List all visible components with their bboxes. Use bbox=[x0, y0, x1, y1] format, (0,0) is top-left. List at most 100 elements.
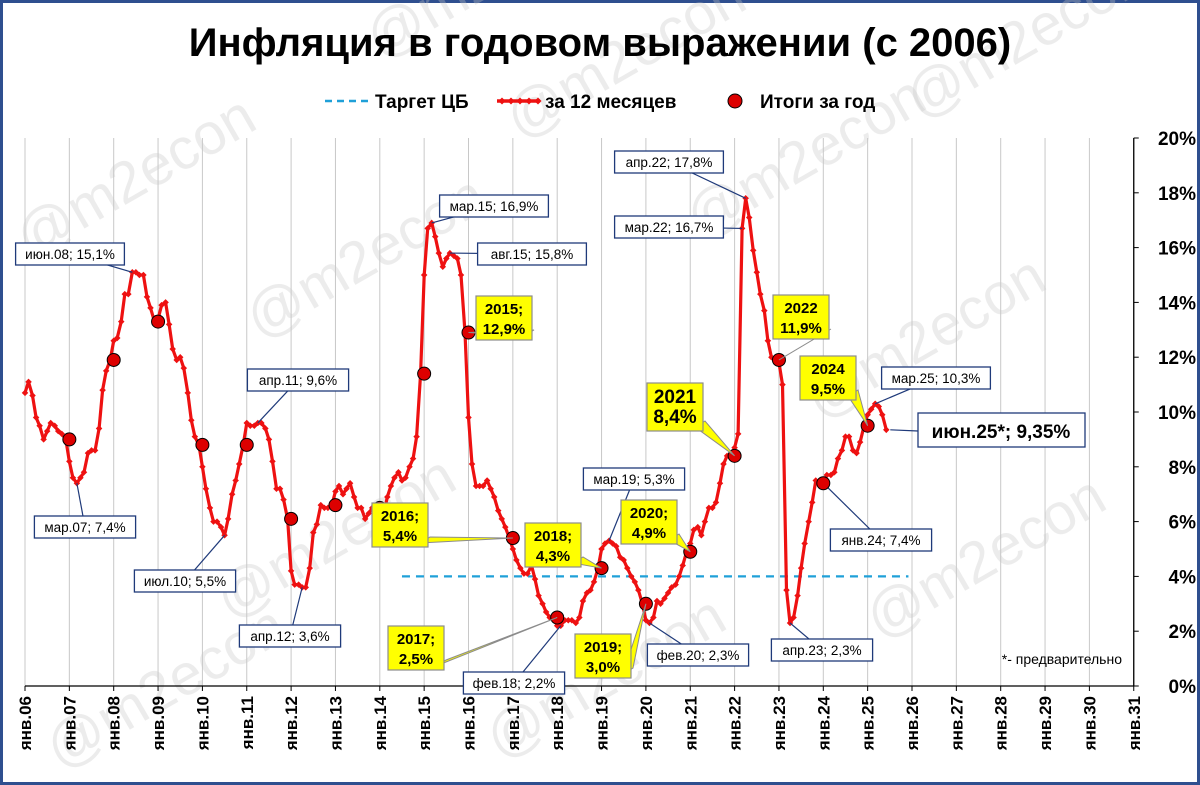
legend-label-monthly: за 12 месяцев bbox=[545, 92, 676, 113]
monthly-point bbox=[402, 474, 409, 482]
yearly-point bbox=[151, 314, 166, 329]
monthly-point bbox=[672, 581, 679, 588]
watermark-text: @m2econ bbox=[854, 462, 1116, 651]
monthly-point bbox=[801, 540, 808, 547]
monthly-point bbox=[228, 490, 236, 498]
monthly-point bbox=[797, 564, 805, 572]
x-tick-label: янв.21 bbox=[681, 696, 700, 751]
yearly-point bbox=[62, 432, 77, 447]
x-tick-label: янв.16 bbox=[460, 696, 479, 751]
monthly-point bbox=[269, 458, 276, 465]
monthly-point bbox=[679, 562, 686, 569]
yellow-callout-year: 2021 bbox=[654, 387, 697, 408]
x-tick-label: янв.25 bbox=[859, 696, 878, 751]
monthly-point bbox=[387, 482, 395, 490]
monthly-point bbox=[129, 269, 136, 276]
monthly-point bbox=[99, 386, 106, 394]
monthly-point bbox=[354, 504, 361, 512]
monthly-point bbox=[332, 488, 339, 495]
yellow-callout-value: 8,4% bbox=[653, 407, 696, 428]
monthly-point bbox=[590, 578, 598, 586]
yearly-point bbox=[284, 511, 299, 526]
annotation-label: авг.15; 15,8% bbox=[491, 247, 574, 262]
annotation-box bbox=[14, 242, 126, 266]
x-tick-label: янв.23 bbox=[770, 696, 789, 751]
annotation-callout: мар.07; 7,4% bbox=[33, 483, 137, 539]
yearly-point bbox=[417, 366, 432, 381]
annotation-label: апр.22; 17,8% bbox=[626, 155, 713, 170]
yellow-callout: 2022 11,9% bbox=[772, 294, 832, 361]
annotation-box bbox=[33, 515, 137, 539]
x-tick-label: янв.22 bbox=[726, 696, 745, 751]
monthly-point bbox=[498, 515, 506, 523]
annotation-label: янв.24; 7,4% bbox=[842, 533, 921, 548]
yellow-callout-box bbox=[772, 294, 830, 340]
monthly-point bbox=[661, 595, 668, 602]
annotation-label: июн.08; 15,1% bbox=[25, 247, 115, 262]
monthly-point bbox=[346, 479, 354, 487]
monthly-point bbox=[184, 389, 192, 397]
y-tick-label: 0% bbox=[1169, 677, 1197, 698]
x-tick-label: янв.13 bbox=[326, 696, 345, 751]
monthly-point bbox=[867, 406, 875, 413]
annotation-box bbox=[582, 467, 686, 491]
yellow-callout-value: 5,4% bbox=[383, 528, 417, 545]
yellow-callout: 2024 9,5% bbox=[799, 355, 869, 426]
monthly-point bbox=[158, 301, 165, 309]
legend-label-target: Таргет ЦБ bbox=[375, 92, 469, 113]
yellow-callout-year: 2022 bbox=[784, 300, 817, 317]
monthly-point bbox=[439, 263, 447, 271]
monthly-point bbox=[321, 504, 328, 512]
monthly-point bbox=[191, 433, 199, 440]
monthly-point bbox=[838, 447, 846, 454]
monthly-point bbox=[102, 367, 110, 375]
monthly-point bbox=[701, 518, 709, 525]
monthly-point bbox=[291, 581, 298, 588]
yearly-point bbox=[816, 476, 831, 491]
monthly-point bbox=[879, 411, 886, 418]
monthly-point bbox=[490, 493, 498, 501]
x-tick-label: янв.10 bbox=[193, 696, 212, 751]
monthly-point bbox=[779, 381, 786, 388]
monthly-point bbox=[457, 271, 465, 279]
y-tick-label: 2% bbox=[1169, 622, 1197, 643]
monthly-point bbox=[176, 353, 184, 361]
monthly-point bbox=[468, 460, 476, 468]
monthly-point bbox=[302, 584, 309, 591]
monthly-point bbox=[413, 433, 420, 440]
monthly-point bbox=[454, 255, 461, 262]
yellow-callout-year: 2024 bbox=[811, 361, 845, 378]
monthly-point bbox=[361, 515, 369, 523]
monthly-point bbox=[280, 496, 287, 503]
monthly-point bbox=[443, 255, 450, 262]
monthly-point bbox=[287, 567, 295, 575]
yearly-point bbox=[195, 437, 210, 452]
monthly-point bbox=[831, 469, 838, 476]
monthly-point bbox=[757, 290, 764, 298]
annotation-callout: июл.10; 5,5% bbox=[133, 534, 237, 593]
monthly-point bbox=[745, 214, 753, 221]
monthly-point bbox=[635, 586, 642, 594]
annotations-yellow: 2015;12,9%2016;5,4%2017;2,5%2018;4,3%201… bbox=[371, 294, 869, 679]
monthly-point bbox=[601, 540, 609, 547]
monthly-point bbox=[761, 307, 768, 314]
annotation-box bbox=[476, 242, 588, 266]
y-tick-label: 4% bbox=[1169, 567, 1197, 588]
latest-leader bbox=[890, 429, 919, 432]
monthly-point bbox=[350, 493, 358, 501]
monthly-point bbox=[883, 426, 890, 434]
x-tick-label: янв.14 bbox=[371, 695, 390, 751]
annotations-blue: мар.07; 7,4% июн.08; 15,1% июл.10; 5,5% апр… bbox=[14, 150, 992, 695]
monthly-point bbox=[749, 247, 757, 254]
monthly-point bbox=[509, 545, 517, 553]
yellow-callout: 2018; 4,3% bbox=[524, 522, 602, 569]
legend-label-yearly: Итоги за год bbox=[760, 92, 875, 113]
annotation-callout: мар.25; 10,3% bbox=[874, 366, 992, 405]
monthly-point bbox=[435, 249, 443, 257]
monthly-point bbox=[650, 614, 657, 621]
monthly-point bbox=[431, 233, 439, 240]
annotation-label: мар.22; 16,7% bbox=[625, 220, 714, 235]
annotation-label: мар.07; 7,4% bbox=[44, 520, 125, 535]
x-tick-label: янв.28 bbox=[992, 696, 1011, 751]
monthly-point bbox=[335, 482, 343, 490]
